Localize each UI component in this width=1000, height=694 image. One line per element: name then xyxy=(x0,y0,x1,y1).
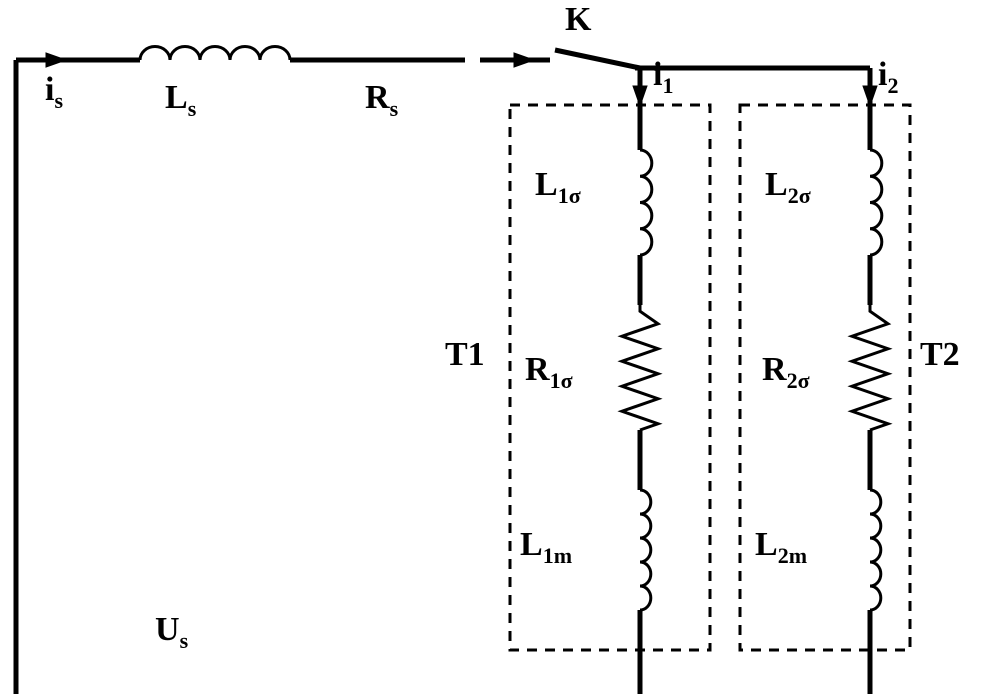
label-T1: T1 xyxy=(445,336,485,373)
label-K: K xyxy=(565,1,592,38)
label-T2: T2 xyxy=(920,336,960,373)
circuit-diagram: isLsRsKi1i2L1σL2σT1T2R1σR2σL1mL2mUs xyxy=(0,0,1000,694)
